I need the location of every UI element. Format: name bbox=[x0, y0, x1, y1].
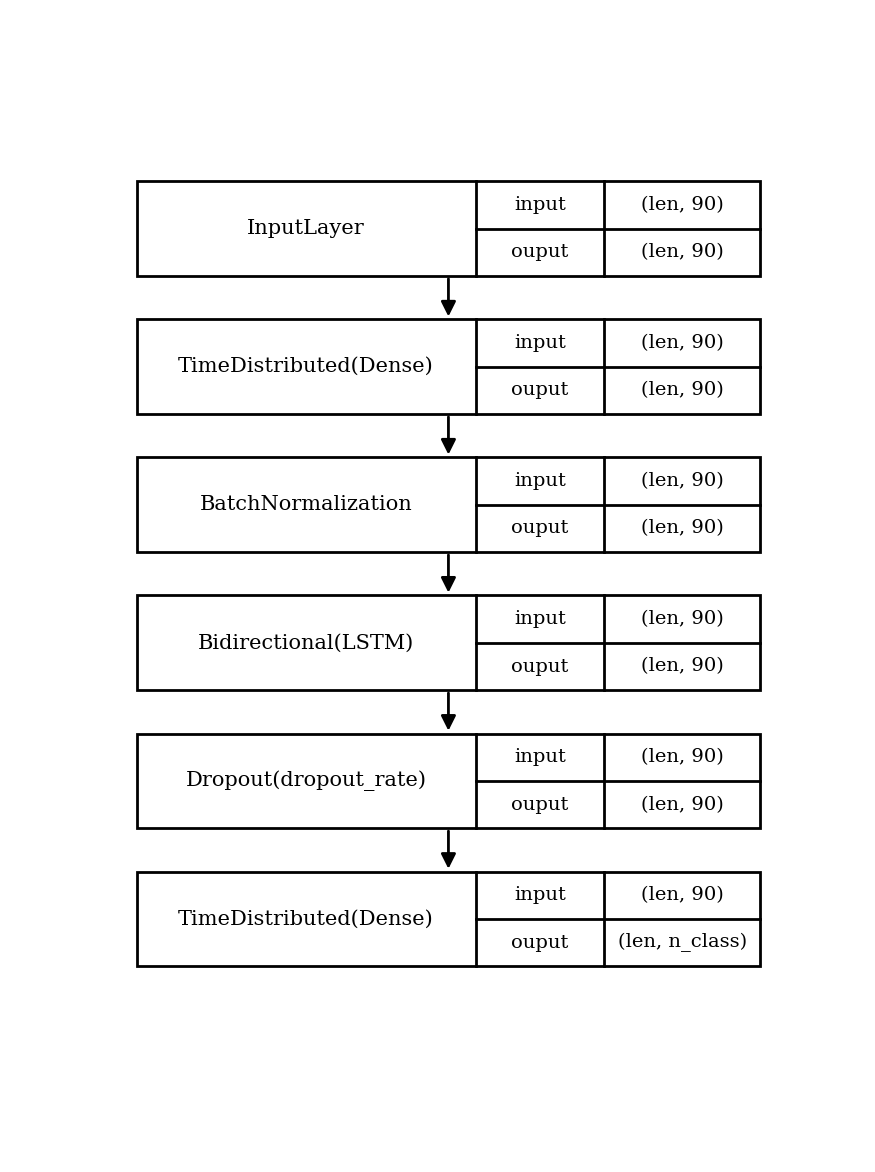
Text: (len, 90): (len, 90) bbox=[641, 244, 724, 261]
Text: input: input bbox=[514, 886, 566, 905]
Text: Bidirectional(LSTM): Bidirectional(LSTM) bbox=[198, 633, 414, 653]
Text: input: input bbox=[514, 748, 566, 766]
Text: ouput: ouput bbox=[511, 519, 569, 538]
Text: (len, 90): (len, 90) bbox=[641, 472, 724, 490]
Text: input: input bbox=[514, 334, 566, 352]
Text: TimeDistributed(Dense): TimeDistributed(Dense) bbox=[178, 909, 434, 928]
Text: input: input bbox=[514, 472, 566, 490]
Text: (len, 90): (len, 90) bbox=[641, 196, 724, 214]
Bar bbox=[136, 595, 760, 690]
Text: ouput: ouput bbox=[511, 796, 569, 813]
Bar bbox=[136, 319, 760, 414]
Text: (len, n_class): (len, n_class) bbox=[618, 933, 747, 953]
Text: (len, 90): (len, 90) bbox=[641, 519, 724, 538]
Text: input: input bbox=[514, 611, 566, 628]
Bar bbox=[136, 457, 760, 552]
Text: (len, 90): (len, 90) bbox=[641, 334, 724, 352]
Bar bbox=[136, 182, 760, 277]
Text: (len, 90): (len, 90) bbox=[641, 748, 724, 766]
Text: TimeDistributed(Dense): TimeDistributed(Dense) bbox=[178, 357, 434, 376]
Text: ouput: ouput bbox=[511, 381, 569, 400]
Text: ouput: ouput bbox=[511, 934, 569, 952]
Text: ouput: ouput bbox=[511, 657, 569, 675]
Text: (len, 90): (len, 90) bbox=[641, 796, 724, 813]
Text: (len, 90): (len, 90) bbox=[641, 611, 724, 628]
Text: BatchNormalization: BatchNormalization bbox=[200, 496, 412, 515]
Text: Dropout(dropout_rate): Dropout(dropout_rate) bbox=[186, 770, 426, 791]
Text: (len, 90): (len, 90) bbox=[641, 381, 724, 400]
Text: (len, 90): (len, 90) bbox=[641, 886, 724, 905]
Text: ouput: ouput bbox=[511, 244, 569, 261]
Bar bbox=[136, 734, 760, 829]
Text: InputLayer: InputLayer bbox=[247, 219, 365, 238]
Text: input: input bbox=[514, 196, 566, 214]
Bar bbox=[136, 872, 760, 967]
Text: (len, 90): (len, 90) bbox=[641, 657, 724, 675]
